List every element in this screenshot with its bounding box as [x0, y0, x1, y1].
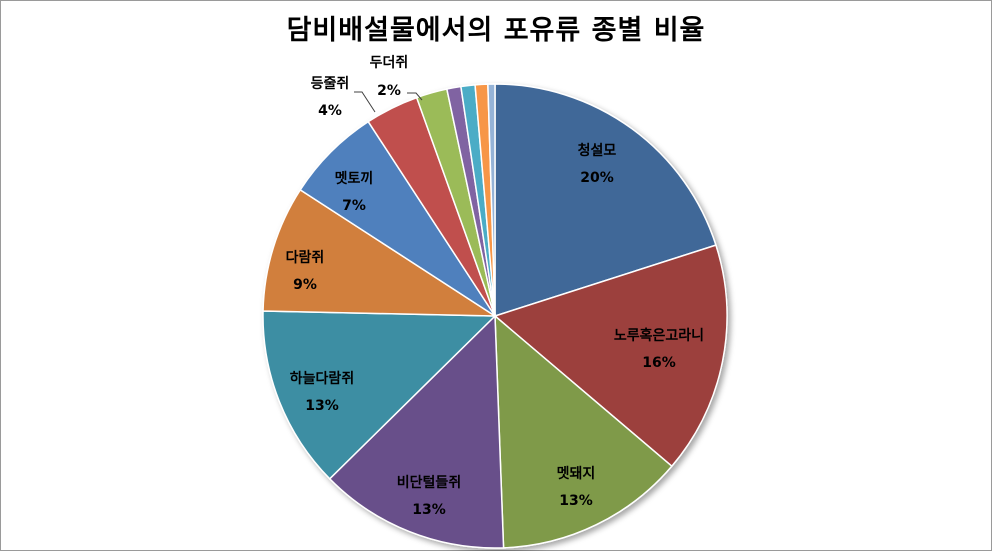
slice-name-label: 다람쥐	[286, 249, 325, 266]
pie-slice-멧돼지	[494, 314, 673, 549]
slice-percent-label: 4%	[318, 103, 342, 119]
leader-line	[407, 92, 423, 101]
slice-percent-label: 16%	[642, 355, 676, 371]
slice-name-label: 하늘다람쥐	[290, 370, 354, 387]
pie-slice-다람쥐	[262, 188, 498, 317]
slice-name-label: 청설모	[578, 143, 617, 159]
slice-percent-label: 20%	[580, 170, 614, 186]
slice-percent-label: 13%	[559, 493, 593, 509]
slice-name-label: 등줄쥐	[311, 75, 350, 92]
slice-name-label: 비단털들쥐	[397, 474, 461, 491]
slice-name-label: 멧토끼	[335, 170, 374, 187]
leader-line	[354, 91, 376, 113]
slice-percent-label: 13%	[305, 398, 339, 414]
slice-name-label: 멧돼지	[557, 465, 596, 482]
pie-slice-노루혹은고라니	[493, 244, 728, 468]
slice-percent-label: 7%	[342, 198, 366, 214]
slice-name-label: 노루혹은고라니	[614, 327, 704, 344]
slice-percent-label: 13%	[412, 502, 446, 518]
slice-percent-label: 9%	[293, 277, 317, 293]
pie-slice-하늘다람쥐	[262, 310, 497, 480]
slice-percent-label: 2%	[377, 83, 401, 99]
chart-title: 담비배설물에서의 포유류 종별 비율	[286, 15, 706, 46]
slice-name-label: 두더쥐	[370, 54, 409, 71]
pie-slice-12	[487, 83, 496, 317]
pie-slice-비단털들쥐	[328, 314, 505, 549]
pie-slice-청설모	[494, 83, 717, 318]
